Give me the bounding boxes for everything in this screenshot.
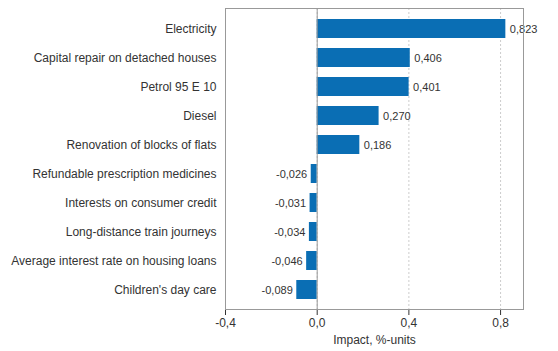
svg-text:Electricity: Electricity xyxy=(165,22,216,36)
svg-text:Average interest rate on housi: Average interest rate on housing loans xyxy=(11,254,216,268)
svg-text:0,8: 0,8 xyxy=(492,316,509,330)
svg-text:-0,089: -0,089 xyxy=(262,284,293,296)
svg-text:0,186: 0,186 xyxy=(364,139,392,151)
svg-text:Petrol 95 E 10: Petrol 95 E 10 xyxy=(140,80,216,94)
svg-text:Capital repair on detached hou: Capital repair on detached houses xyxy=(34,51,217,65)
svg-text:0,401: 0,401 xyxy=(413,81,441,93)
svg-text:0,4: 0,4 xyxy=(401,316,418,330)
svg-text:Renovation of blocks of flats: Renovation of blocks of flats xyxy=(66,138,216,152)
svg-text:Impact, %-units: Impact, %-units xyxy=(333,333,416,347)
svg-text:-0,046: -0,046 xyxy=(271,255,302,267)
svg-text:-0,034: -0,034 xyxy=(274,226,305,238)
svg-text:Diesel: Diesel xyxy=(183,109,216,123)
svg-text:-0,031: -0,031 xyxy=(275,197,306,209)
svg-text:0,0: 0,0 xyxy=(309,316,326,330)
svg-text:Refundable prescription medici: Refundable prescription medicines xyxy=(32,167,216,181)
svg-text:Children's day care: Children's day care xyxy=(114,283,217,297)
svg-text:-0,026: -0,026 xyxy=(276,168,307,180)
svg-text:-0,4: -0,4 xyxy=(215,316,236,330)
svg-text:0,270: 0,270 xyxy=(383,110,411,122)
svg-text:Interests on consumer credit: Interests on consumer credit xyxy=(65,196,217,210)
svg-text:0,406: 0,406 xyxy=(414,52,442,64)
svg-text:Long-distance train journeys: Long-distance train journeys xyxy=(66,225,217,239)
svg-text:0,823: 0,823 xyxy=(509,22,538,35)
